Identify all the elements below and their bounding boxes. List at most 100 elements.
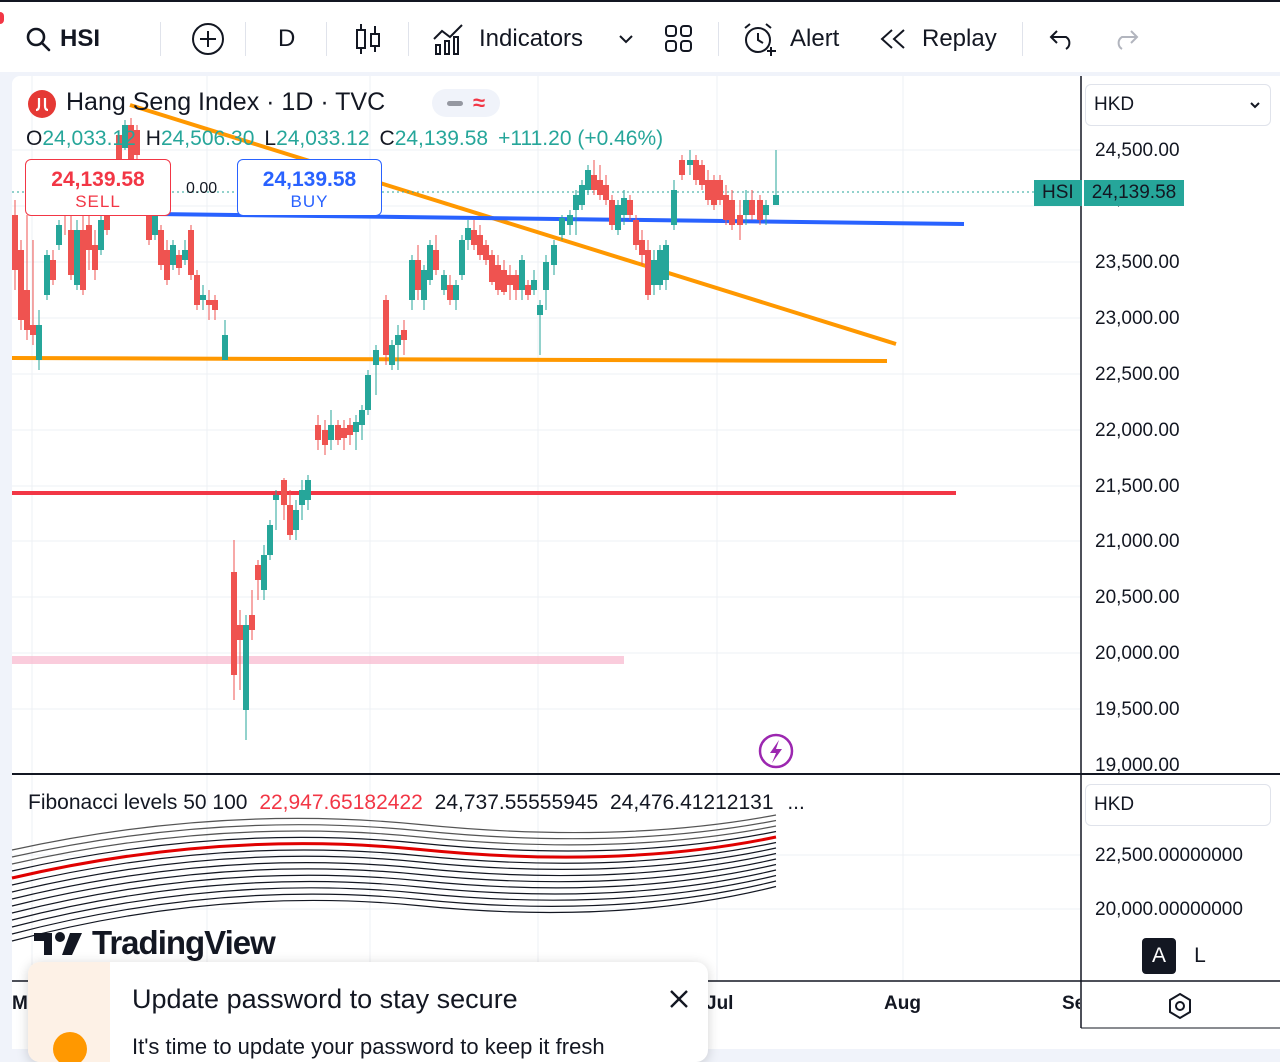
close-value: 24,139.58 bbox=[394, 127, 489, 150]
price-tick: 21,000.00 bbox=[1095, 531, 1180, 552]
close-label: C bbox=[379, 127, 395, 150]
symbol-label: HSI bbox=[60, 25, 101, 52]
price-tick: 23,500.00 bbox=[1095, 252, 1180, 273]
alert-button[interactable]: Alert bbox=[742, 20, 839, 58]
open-label: O bbox=[26, 127, 43, 150]
fib-level-line bbox=[11, 825, 777, 865]
candle-body bbox=[441, 275, 447, 290]
lightning-icon[interactable] bbox=[758, 733, 794, 769]
candle-body bbox=[465, 228, 471, 240]
chart-type-button[interactable] bbox=[353, 20, 383, 58]
log-scale-button[interactable]: L bbox=[1184, 938, 1216, 974]
candle-body bbox=[56, 225, 62, 245]
status-dot bbox=[0, 12, 4, 24]
chart-container bbox=[12, 76, 1280, 1049]
indicators-button[interactable]: Indicators bbox=[432, 20, 583, 58]
candle-body bbox=[519, 260, 525, 290]
fibonacci-lines bbox=[11, 814, 777, 942]
log-label: L bbox=[1194, 944, 1206, 967]
candle-body bbox=[222, 335, 228, 360]
candle-body bbox=[705, 180, 711, 200]
candle-body bbox=[645, 250, 651, 295]
pink-zone[interactable] bbox=[12, 656, 624, 664]
candle-body bbox=[597, 180, 603, 195]
candle-body bbox=[567, 215, 573, 225]
candle-body bbox=[347, 425, 353, 435]
chart-title[interactable]: Hang Seng Index · 1D · TVC bbox=[66, 88, 386, 116]
candle-body bbox=[74, 230, 80, 285]
currency-selector[interactable]: HKD bbox=[1085, 84, 1271, 126]
price-tick: 24,500.00 bbox=[1095, 140, 1180, 161]
candlestick-series bbox=[12, 118, 779, 740]
settings-button[interactable] bbox=[1166, 992, 1194, 1025]
candle-body bbox=[287, 505, 293, 535]
candle-body bbox=[477, 235, 483, 255]
orange-support-line[interactable] bbox=[11, 356, 888, 363]
redo-button[interactable] bbox=[1112, 20, 1140, 58]
time-label: Se bbox=[1062, 993, 1080, 1014]
candle-body bbox=[729, 200, 735, 225]
fib-level-line bbox=[11, 852, 777, 900]
layouts-button[interactable] bbox=[664, 20, 694, 58]
candle-body bbox=[585, 170, 591, 190]
indicator-currency-label[interactable]: HKD bbox=[1085, 784, 1271, 826]
candle-body bbox=[495, 265, 501, 290]
candle-body bbox=[50, 260, 56, 280]
candle-body bbox=[152, 215, 158, 235]
orange-trend-line[interactable] bbox=[129, 103, 897, 346]
exchange-logo-icon bbox=[28, 90, 56, 118]
replay-label: Replay bbox=[922, 25, 997, 52]
candle-body bbox=[182, 250, 188, 260]
candle-body bbox=[18, 250, 24, 320]
indicators-icon bbox=[433, 24, 463, 55]
candle-body bbox=[591, 175, 597, 190]
candle-body bbox=[421, 270, 427, 300]
candle-body bbox=[146, 215, 152, 240]
replay-button[interactable]: Replay bbox=[878, 20, 997, 58]
candle-body bbox=[609, 200, 615, 225]
notification-toast[interactable]: Update password to stay secure It's time… bbox=[28, 962, 708, 1062]
open-value: 24,033.12 bbox=[42, 127, 136, 150]
candle-body bbox=[559, 218, 565, 235]
legend-toggle[interactable]: ≈ bbox=[432, 89, 500, 117]
buy-price: 24,139.58 bbox=[262, 168, 357, 191]
candle-body bbox=[299, 490, 305, 505]
candle-body bbox=[687, 160, 693, 165]
indicator-tick: 22,500.00000000 bbox=[1095, 845, 1243, 866]
candle-body bbox=[773, 195, 779, 205]
candle-body bbox=[383, 300, 389, 355]
compare-button[interactable] bbox=[190, 20, 226, 58]
candle-body bbox=[200, 295, 206, 300]
fib-level-line bbox=[11, 847, 777, 893]
sell-button[interactable]: 24,139.58 SELL bbox=[25, 159, 171, 216]
minus-icon bbox=[446, 100, 463, 106]
indicator-title: Fibonacci levels 50 100 bbox=[28, 791, 248, 814]
indicators-dropdown[interactable] bbox=[616, 20, 636, 58]
candle-body bbox=[322, 430, 328, 445]
candle-body bbox=[164, 250, 170, 280]
candle-body bbox=[531, 280, 537, 290]
buy-button[interactable]: 24,139.58 BUY bbox=[237, 159, 382, 216]
symbol-search-button[interactable]: HSI bbox=[24, 20, 100, 58]
indicator-legend[interactable]: Fibonacci levels 50 100 22,947.65182422 … bbox=[28, 791, 805, 815]
close-icon bbox=[670, 990, 688, 1008]
redo-icon bbox=[1117, 30, 1139, 50]
candle-body bbox=[122, 125, 128, 148]
candle-body bbox=[639, 240, 645, 255]
price-tick: 22,000.00 bbox=[1095, 420, 1180, 441]
candle-body bbox=[679, 160, 685, 175]
low-value: 24,033.12 bbox=[276, 127, 370, 150]
toast-close-button[interactable] bbox=[668, 988, 690, 1015]
symbol-tag: HSI bbox=[1034, 180, 1082, 206]
auto-scale-button[interactable]: A bbox=[1142, 938, 1176, 974]
price-tick: 19,000.00 bbox=[1095, 755, 1180, 776]
chevron-down-icon bbox=[1250, 102, 1260, 109]
candle-body bbox=[717, 180, 723, 200]
high-label: H bbox=[145, 127, 161, 150]
undo-button[interactable] bbox=[1048, 20, 1076, 58]
interval-button[interactable]: D bbox=[278, 20, 295, 58]
candle-body bbox=[328, 425, 334, 440]
candle-body bbox=[68, 230, 74, 275]
indicator-more: ... bbox=[787, 791, 805, 814]
